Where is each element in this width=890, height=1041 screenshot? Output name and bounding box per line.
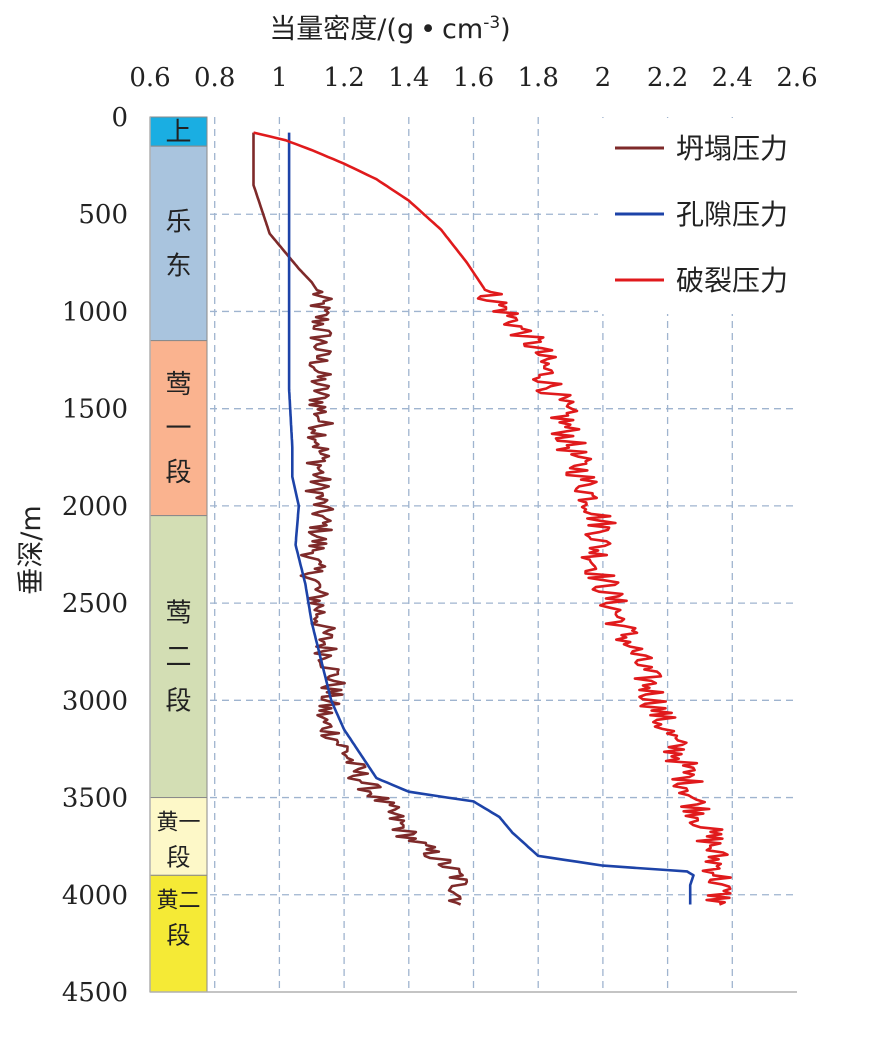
y-axis-label: 垂深/m: [16, 505, 47, 594]
legend-label-1: 孔隙压力: [676, 198, 788, 231]
series-line-0: [252, 132, 469, 906]
y-tick-label-3: 1500: [62, 395, 128, 425]
title-dot: •: [420, 14, 436, 45]
formation-label-0: 上: [165, 118, 191, 148]
y-tick-label-7: 3500: [62, 784, 128, 814]
formation-label-2: 莺一段: [165, 370, 191, 488]
x-tick-label-5: 1.6: [453, 63, 494, 93]
y-tick-label-4: 2000: [62, 492, 128, 522]
x-tick-labels: 0.6 0.8 1 1.2 1.4 1.6 1.8 2 2.2 2.4 2.6: [129, 63, 817, 93]
series-lines: [252, 131, 732, 906]
legend-label-0: 坍塌压力: [676, 132, 788, 165]
y-tick-label-5: 2500: [62, 589, 128, 619]
y-tick-label-0: 0: [111, 103, 128, 133]
series-line-2: [253, 131, 732, 906]
x-tick-label-6: 1.8: [518, 63, 559, 93]
axis-lines: [149, 117, 797, 993]
formation-block-3: [149, 515, 208, 799]
y-tick-label-1: 500: [78, 200, 128, 230]
y-tick-label-9: 4500: [62, 978, 128, 1008]
chart-title: 当量密度/(g • cm-3): [269, 13, 510, 45]
title-unit: cm: [442, 14, 483, 45]
x-tick-label-9: 2.4: [712, 63, 753, 93]
y-tick-label-8: 4000: [62, 881, 128, 911]
x-tick-label-4: 1.4: [388, 63, 429, 93]
formation-label-3: 莺二段: [165, 599, 191, 717]
title-main: 当量密度/(g: [269, 14, 414, 45]
x-tick-label-3: 1.2: [323, 63, 364, 93]
x-tick-label-7: 2: [595, 63, 612, 93]
x-tick-label-0: 0.6: [129, 63, 170, 93]
x-tick-label-1: 0.8: [194, 63, 235, 93]
title-close: ): [500, 14, 511, 45]
y-tick-label-6: 3000: [62, 686, 128, 716]
x-tick-label-8: 2.2: [647, 63, 688, 93]
legend-label-2: 破裂压力: [676, 264, 788, 297]
formation-block-2: [149, 340, 208, 517]
formation-label-5: 黄二段: [156, 888, 200, 949]
formation-block-4: [149, 797, 208, 876]
title-exponent: -3: [483, 13, 500, 33]
formation-label-4: 黄一段: [156, 811, 200, 872]
y-tick-labels: 0 500 1000 1500 2000 2500 3000 3500 4000 4500: [62, 103, 128, 1008]
formation-block-1: [149, 145, 208, 342]
x-tick-label-2: 1: [271, 63, 288, 93]
series-line-1: [287, 132, 695, 905]
x-tick-label-10: 2.6: [776, 63, 817, 93]
formation-block-5: [149, 874, 208, 993]
formation-label-1: 乐东: [165, 207, 191, 281]
y-tick-label-2: 1000: [62, 297, 128, 327]
